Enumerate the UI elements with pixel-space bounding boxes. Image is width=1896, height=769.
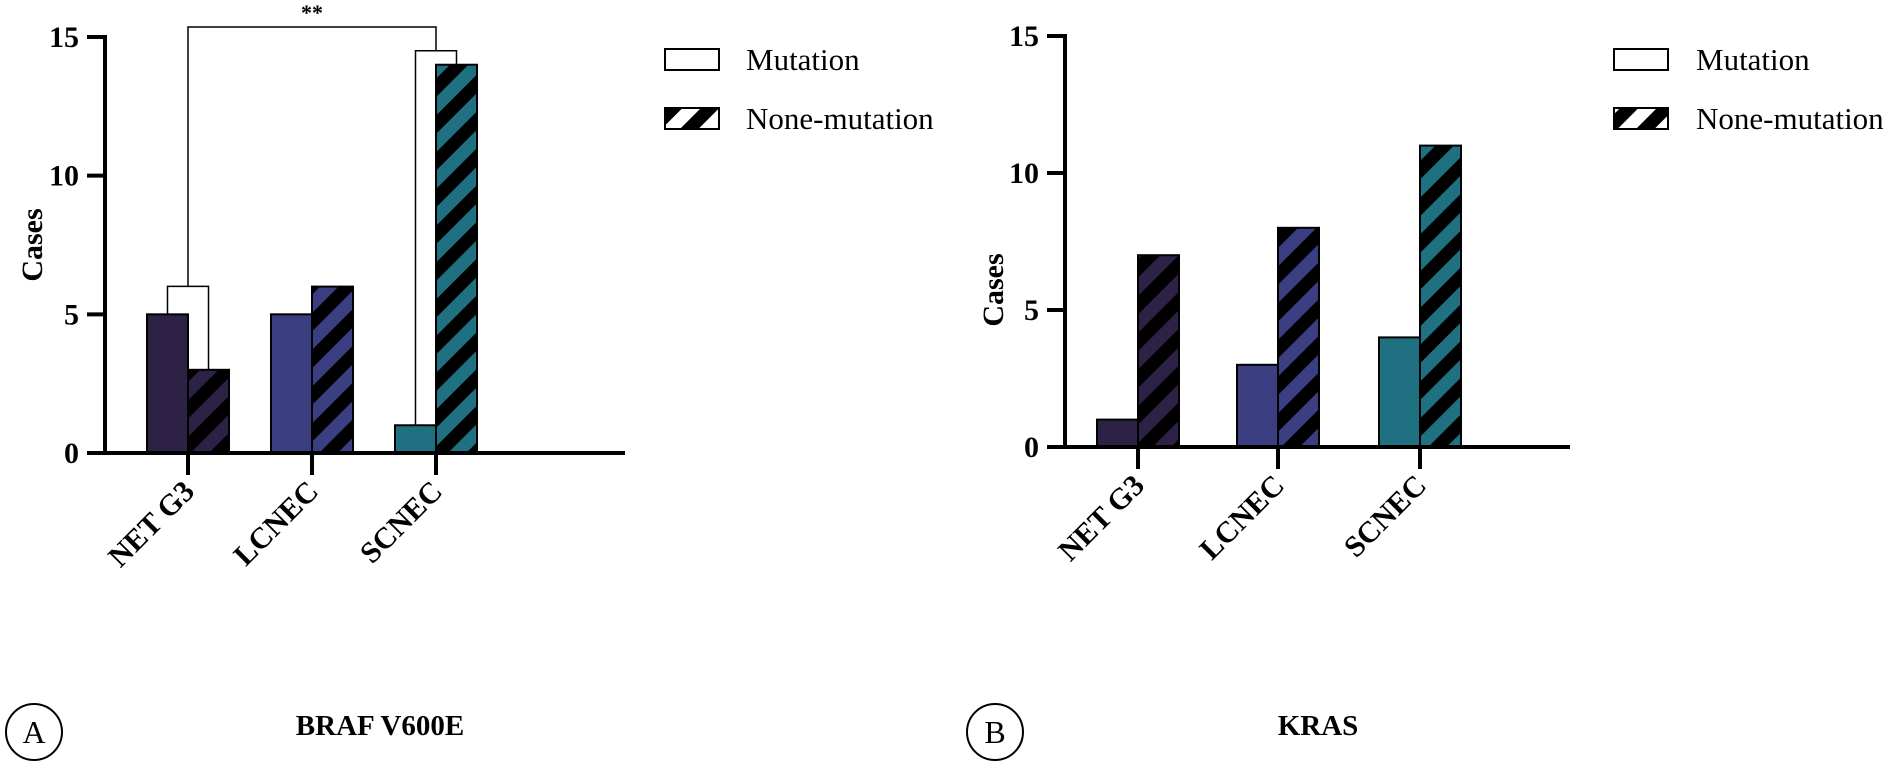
panel-b-letter-text: B bbox=[984, 714, 1005, 750]
panel-a-letter-text: A bbox=[22, 714, 45, 750]
panel-a-y-tick-label: 0 bbox=[64, 437, 79, 470]
panel-b-category-label-lcnec: LCNEC bbox=[1193, 469, 1291, 567]
panel-a-letter: A bbox=[5, 703, 63, 761]
panel-a-bar-net-g3-none-mutation bbox=[187, 368, 230, 454]
panel-b-bar-scnec-mutation bbox=[1378, 336, 1421, 448]
panel-a-y-tick-label: 10 bbox=[49, 160, 79, 193]
panel-b-category-label-scnec: SCNEC bbox=[1338, 469, 1433, 564]
panel-b-xlabel: KRAS bbox=[1278, 710, 1359, 742]
panel-b-y-tick-label: 5 bbox=[1024, 294, 1039, 327]
panel-a-y-tick-label: 5 bbox=[64, 298, 79, 331]
panel-a-ylabel: Cases bbox=[16, 208, 49, 281]
panel-b: 0 5 10 15 NET G3 LCNEC SCNEC Cases KRAS Mutati… bbox=[966, 20, 1884, 761]
panel-b-bar-scnec-none-mutation bbox=[1419, 144, 1462, 448]
panel-a-bars bbox=[146, 63, 478, 455]
panel-a-y-tick-label: 15 bbox=[49, 21, 79, 54]
legend-mutation-label: Mutation bbox=[1696, 42, 1810, 77]
panel-b-y-tick-label: 10 bbox=[1009, 157, 1039, 190]
panel-b-legend: Mutation None-mutation bbox=[1613, 42, 1884, 136]
panel-a-bar-scnec-mutation bbox=[394, 424, 437, 454]
legend-none-mutation-swatch bbox=[664, 107, 720, 130]
panel-b-bar-lcnec-none-mutation bbox=[1277, 226, 1320, 448]
significance-label: ** bbox=[301, 0, 323, 25]
legend-none-mutation-label: None-mutation bbox=[1696, 101, 1884, 136]
panel-a-category-label-scnec: SCNEC bbox=[354, 475, 449, 570]
panel-a: ** 0 5 10 15 NET G3 LCNEC SCNEC Cases BRAF V60… bbox=[5, 0, 934, 761]
panel-b-bars bbox=[1096, 144, 1462, 449]
panel-a-xlabel: BRAF V600E bbox=[296, 710, 464, 742]
panel-a-category-label-net-g3: NET G3 bbox=[102, 475, 201, 574]
legend-none-mutation-label: None-mutation bbox=[746, 101, 934, 136]
panel-b-y-tick-label: 0 bbox=[1024, 431, 1039, 464]
panel-a-bar-net-g3-mutation bbox=[146, 313, 189, 455]
panel-b-category-label-net-g3: NET G3 bbox=[1052, 469, 1151, 568]
panel-a-category-label-lcnec: LCNEC bbox=[227, 475, 325, 573]
panel-a-bar-lcnec-none-mutation bbox=[311, 285, 354, 454]
panel-b-letter: B bbox=[966, 703, 1024, 761]
panel-a-bar-lcnec-mutation bbox=[270, 313, 313, 455]
panel-b-bar-net-g3-none-mutation bbox=[1137, 254, 1180, 448]
significance-bracket: ** bbox=[166, 0, 458, 426]
panel-b-bar-lcnec-mutation bbox=[1236, 363, 1279, 448]
panel-b-y-tick-label: 15 bbox=[1009, 20, 1039, 53]
legend-mutation-swatch bbox=[664, 48, 720, 71]
legend-mutation-label: Mutation bbox=[746, 42, 860, 77]
legend-none-mutation-swatch bbox=[1613, 107, 1669, 130]
panel-a-legend: Mutation None-mutation bbox=[664, 42, 934, 136]
sig-main-bracket bbox=[187, 26, 437, 287]
legend-mutation-swatch bbox=[1613, 48, 1669, 71]
panel-a-bar-scnec-none-mutation bbox=[435, 63, 478, 454]
panel-b-bar-net-g3-mutation bbox=[1096, 418, 1139, 449]
panel-b-ylabel: Cases bbox=[977, 253, 1010, 326]
